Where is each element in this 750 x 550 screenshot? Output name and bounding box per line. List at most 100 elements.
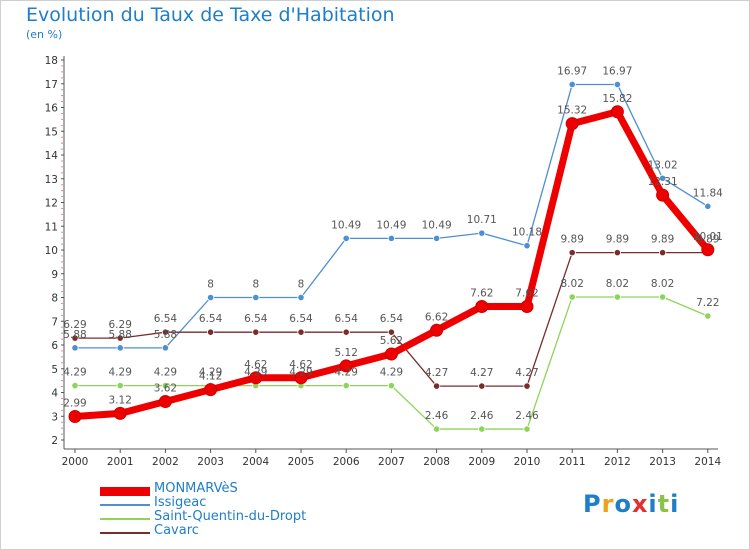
x-tick-label: 2007 <box>378 456 405 468</box>
data-point <box>71 344 79 352</box>
data-label: 15.32 <box>557 105 587 117</box>
data-point <box>478 229 486 237</box>
y-tick-label: 7 <box>51 316 58 328</box>
y-minor-tick <box>61 207 63 210</box>
y-tick-label: 6 <box>51 340 58 352</box>
data-label: 5.62 <box>380 335 403 347</box>
y-minor-tick <box>61 267 63 269</box>
y-minor-tick <box>61 397 63 400</box>
data-label: 4.29 <box>154 367 177 379</box>
y-minor-tick <box>61 302 63 305</box>
data-label: 8.02 <box>606 278 629 290</box>
data-point <box>207 293 215 302</box>
data-point <box>161 344 169 352</box>
data-point <box>523 242 531 250</box>
data-label: 4.27 <box>515 367 538 379</box>
y-minor-tick <box>61 326 63 328</box>
data-label: 5.88 <box>63 329 86 341</box>
y-minor-tick <box>61 195 63 198</box>
x-tick-label: 2004 <box>242 456 269 468</box>
data-label: 8.02 <box>561 278 584 290</box>
logo-letter: i <box>648 490 658 518</box>
data-point <box>523 425 531 433</box>
data-point <box>475 300 489 314</box>
y-tick-label: 5 <box>51 364 58 376</box>
data-label: 7.62 <box>470 288 493 300</box>
y-minor-tick <box>61 338 63 340</box>
data-point <box>116 344 124 352</box>
x-tick-label: 2009 <box>468 456 495 468</box>
data-point <box>252 293 260 302</box>
data-label: 6.54 <box>380 313 404 325</box>
data-label: 6.54 <box>335 313 359 325</box>
data-label: 2.46 <box>425 410 449 422</box>
data-label: 16.97 <box>557 65 587 77</box>
y-minor-tick <box>61 142 63 144</box>
data-label: 10.49 <box>331 219 361 231</box>
logo-letter: x <box>631 490 649 518</box>
data-label: 2.46 <box>470 410 494 422</box>
data-point <box>568 80 576 89</box>
data-point <box>249 371 263 385</box>
data-point <box>161 382 169 390</box>
y-tick-label: 14 <box>45 150 59 162</box>
y-tick-label: 18 <box>45 55 58 67</box>
data-point <box>207 328 215 336</box>
y-minor-tick <box>61 285 63 287</box>
y-tick-label: 11 <box>45 221 58 233</box>
data-label: 3.12 <box>109 394 132 406</box>
data-label: 5.12 <box>335 347 358 359</box>
data-label: 4.12 <box>199 371 222 383</box>
data-point <box>613 80 622 89</box>
legend-swatch <box>100 486 150 496</box>
legend-item: Issigeac <box>100 495 400 512</box>
data-label: 4.27 <box>470 367 493 379</box>
legend-label: MONMARVèS <box>154 481 238 496</box>
data-point <box>704 202 712 210</box>
data-point <box>432 234 441 242</box>
y-tick-label: 8 <box>51 293 58 305</box>
data-label: 6.54 <box>244 313 268 325</box>
legend-label: Cavarc <box>154 523 199 538</box>
data-point <box>568 293 576 301</box>
data-label: 8 <box>207 279 214 291</box>
y-minor-tick <box>61 356 63 358</box>
data-point <box>478 382 486 390</box>
y-minor-tick <box>61 433 63 435</box>
data-label: 6.54 <box>199 313 223 325</box>
y-minor-tick <box>61 118 63 120</box>
y-minor-tick <box>61 100 63 103</box>
data-label: 4.62 <box>244 359 267 371</box>
y-minor-tick <box>61 237 63 239</box>
data-label: 5.88 <box>154 329 177 341</box>
data-label: 4.29 <box>63 367 86 379</box>
data-label: 9.89 <box>651 234 674 246</box>
data-point <box>523 382 531 390</box>
data-label: 10.71 <box>467 214 497 226</box>
data-point <box>158 395 172 409</box>
legend-swatch <box>100 518 150 520</box>
y-tick-label: 16 <box>45 103 59 115</box>
data-point <box>387 382 395 390</box>
y-tick-label: 4 <box>51 388 58 400</box>
data-label: 6.54 <box>289 313 313 325</box>
legend-item: Saint-Quentin-du-Dropt <box>100 509 400 526</box>
data-label: 4.27 <box>425 367 448 379</box>
data-label: 10.18 <box>512 227 542 239</box>
data-label: 8 <box>298 279 305 291</box>
x-tick-label: 2000 <box>62 456 89 468</box>
data-label: 10.01 <box>693 231 723 243</box>
y-minor-tick <box>61 362 63 364</box>
data-point <box>568 249 576 257</box>
x-tick-label: 2001 <box>107 456 134 468</box>
data-point <box>116 334 124 342</box>
data-label: 9.89 <box>561 234 584 246</box>
y-minor-tick <box>61 421 63 423</box>
y-minor-tick <box>61 190 63 192</box>
y-minor-tick <box>61 350 63 352</box>
data-point <box>387 328 395 336</box>
y-minor-tick <box>61 65 63 67</box>
data-label: 6.54 <box>154 313 178 325</box>
logo-letter: o <box>614 490 632 518</box>
